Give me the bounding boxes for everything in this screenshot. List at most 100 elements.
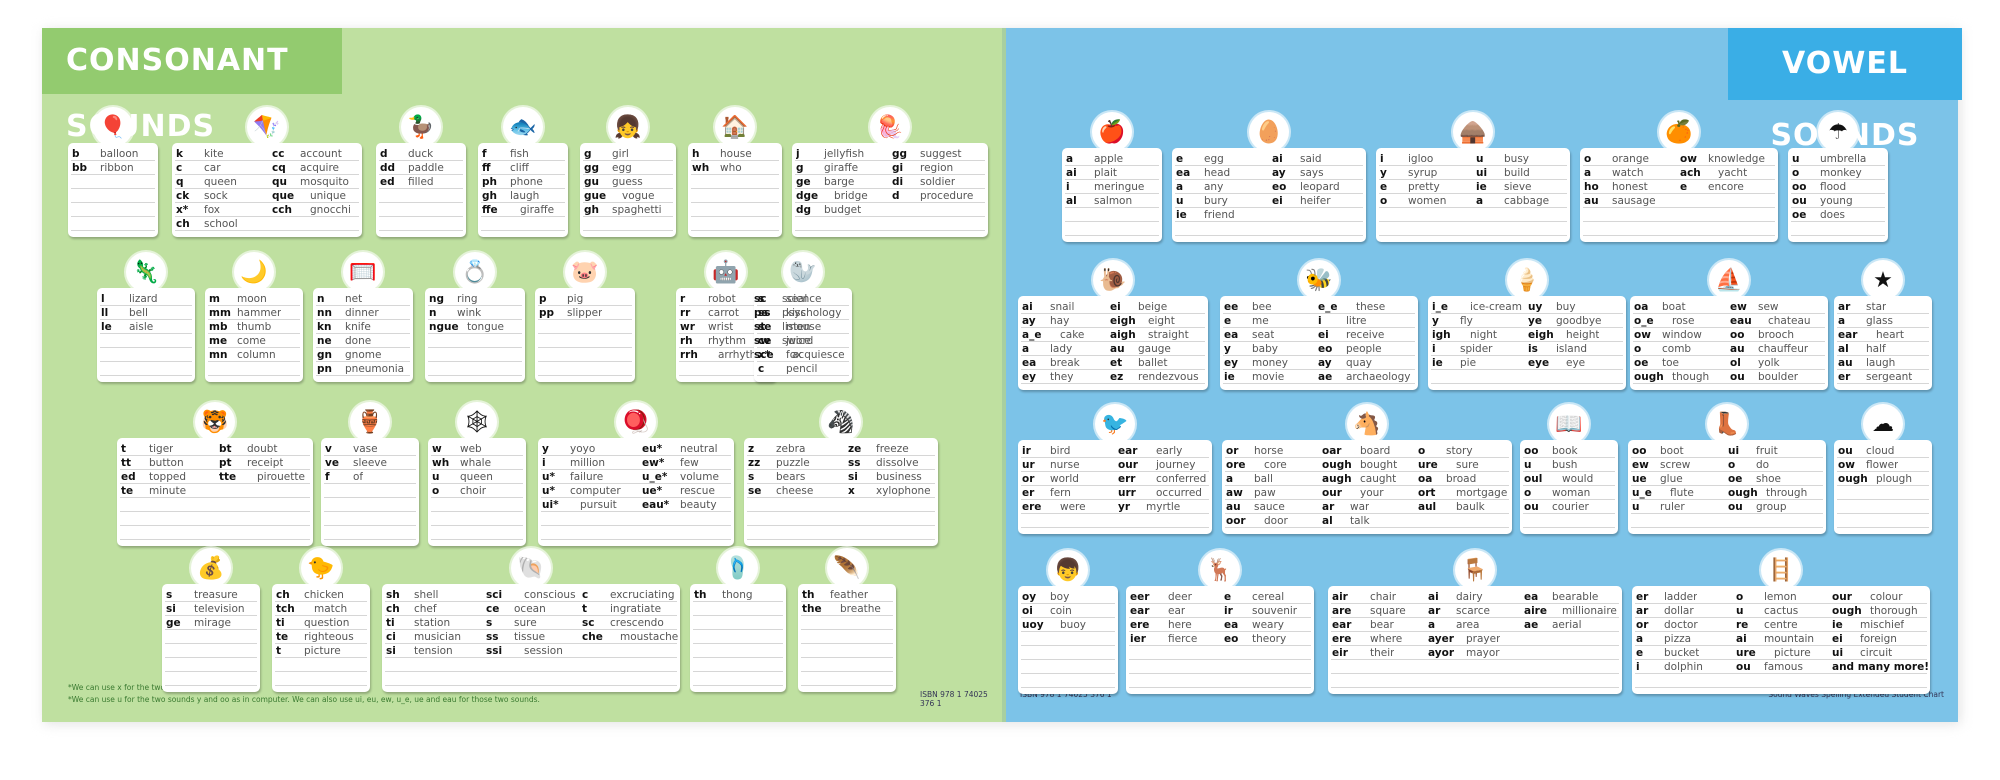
spelling-pattern: ere xyxy=(1130,619,1150,631)
card-row xyxy=(538,362,632,376)
spelling-entry: t tiger xyxy=(121,442,173,456)
egg-icon: 🥚 xyxy=(1249,112,1289,152)
example-word: prayer xyxy=(1466,633,1501,645)
spelling-entry: eo people xyxy=(1318,342,1382,356)
card-row xyxy=(1225,486,1509,500)
spelling-entry: a apple xyxy=(1066,152,1123,166)
spelling-pattern: oo xyxy=(1632,445,1647,457)
girl-icon: 👧 xyxy=(608,107,648,147)
card-row xyxy=(120,470,310,484)
spelling-pattern: ort xyxy=(1418,487,1436,499)
spelling-entry: le aisle xyxy=(101,320,153,334)
example-word: freeze xyxy=(876,443,909,455)
example-word: bears xyxy=(776,471,806,483)
card-row xyxy=(757,348,849,362)
spelling-entry: ey they xyxy=(1022,370,1073,384)
card-row xyxy=(385,672,677,686)
spelling-entry: y fly xyxy=(1432,314,1473,328)
card-row xyxy=(175,189,359,203)
umbrella-icon: ☂ xyxy=(1818,112,1858,152)
spelling-entry: aw paw xyxy=(1226,486,1276,500)
card-row xyxy=(1635,646,1927,660)
spelling-pattern: p xyxy=(539,293,547,305)
example-word: caught xyxy=(1360,473,1397,485)
spelling-pattern: al xyxy=(1322,515,1333,527)
example-word: pencil xyxy=(786,363,818,375)
card-row xyxy=(1021,618,1115,632)
spelling-entry: ie sieve xyxy=(1476,180,1532,194)
spelling-entry: te righteous xyxy=(276,630,354,644)
spelling-pattern: rr xyxy=(680,307,691,319)
spelling-pattern: y xyxy=(1380,167,1387,179)
spelling-pattern: eer xyxy=(1130,591,1150,603)
spelling-entry: ce ocean xyxy=(486,602,546,616)
spelling-pattern: i xyxy=(1066,181,1070,193)
spelling-pattern: eu* xyxy=(642,443,663,455)
spelling-pattern: ear xyxy=(1838,329,1858,341)
spelling-entry: et ballet xyxy=(1110,356,1168,370)
spelling-pattern: i_e xyxy=(1432,301,1448,313)
card-row xyxy=(385,602,677,616)
sound-card-horse: or horse ore core a ball aw paw au sauce oor door oa… xyxy=(1222,440,1512,534)
card-row xyxy=(583,217,673,231)
example-word: lemon xyxy=(1764,591,1797,603)
spelling-entry: wh whale xyxy=(432,456,491,470)
isbn-left: ISBN 978 1 74025 376 1 xyxy=(920,690,988,708)
spelling-pattern: ed xyxy=(121,471,136,483)
card-row xyxy=(757,334,849,348)
spelling-entry: th thong xyxy=(694,588,753,602)
example-word: famous xyxy=(1764,661,1803,673)
spelling-pattern: ough xyxy=(1728,487,1758,499)
card-row xyxy=(100,334,192,348)
spelling-pattern: qu xyxy=(272,176,287,188)
example-word: thorough xyxy=(1870,605,1918,617)
spelling-entry: f fish xyxy=(482,147,529,161)
card-row xyxy=(1379,152,1567,166)
card-row xyxy=(1791,152,1885,166)
seal-icon: 🦭 xyxy=(783,252,823,292)
example-word: yoyo xyxy=(570,443,596,455)
example-word: duck xyxy=(408,148,434,160)
card-row xyxy=(691,189,779,203)
spelling-pattern: x xyxy=(848,485,855,497)
spelling-pattern: ou xyxy=(1792,195,1807,207)
card-row xyxy=(428,306,522,320)
card-row xyxy=(679,334,773,348)
spelling-pattern: ir xyxy=(1022,445,1031,457)
card-row xyxy=(379,161,463,175)
spelling-pattern: ure xyxy=(1736,647,1756,659)
spelling-entry: a glass xyxy=(1838,314,1893,328)
example-word: television xyxy=(194,603,245,615)
example-word: ice-cream xyxy=(1470,301,1522,313)
spelling-pattern: oa xyxy=(1634,301,1649,313)
spelling-pattern: oe xyxy=(1792,209,1807,221)
card-row xyxy=(481,147,565,161)
spelling-entry: t picture xyxy=(276,644,341,658)
example-word: moustache xyxy=(620,631,679,643)
card-row xyxy=(801,630,893,644)
card-row xyxy=(541,470,731,484)
spelling-pattern: ve xyxy=(325,457,339,469)
example-word: flute xyxy=(1670,487,1694,499)
card-row xyxy=(757,362,849,376)
sound-card-fish: f fish ff cliff ph phone gh laugh ffe giraffe xyxy=(478,143,568,237)
card-row xyxy=(1021,328,1205,342)
example-word: fox xyxy=(786,349,803,361)
card-row xyxy=(175,203,359,217)
spelling-pattern: c xyxy=(582,589,589,601)
card-row xyxy=(747,470,935,484)
card-row xyxy=(583,161,673,175)
example-word: cloud xyxy=(1866,445,1895,457)
example-word: picture xyxy=(304,645,341,657)
spelling-pattern: ch xyxy=(276,589,290,601)
spelling-entry: ou young xyxy=(1792,194,1853,208)
example-word: xylophone xyxy=(876,485,931,497)
spelling-pattern: urr xyxy=(1118,487,1136,499)
card-row xyxy=(1175,152,1363,166)
example-word: breathe xyxy=(840,603,881,615)
card-row xyxy=(1791,180,1885,194)
spelling-entry: or doctor xyxy=(1636,618,1698,632)
example-word: spider xyxy=(1460,343,1493,355)
spelling-entry: eye eye xyxy=(1528,356,1585,370)
sound-card-feather: th feather the breathe xyxy=(798,584,896,692)
